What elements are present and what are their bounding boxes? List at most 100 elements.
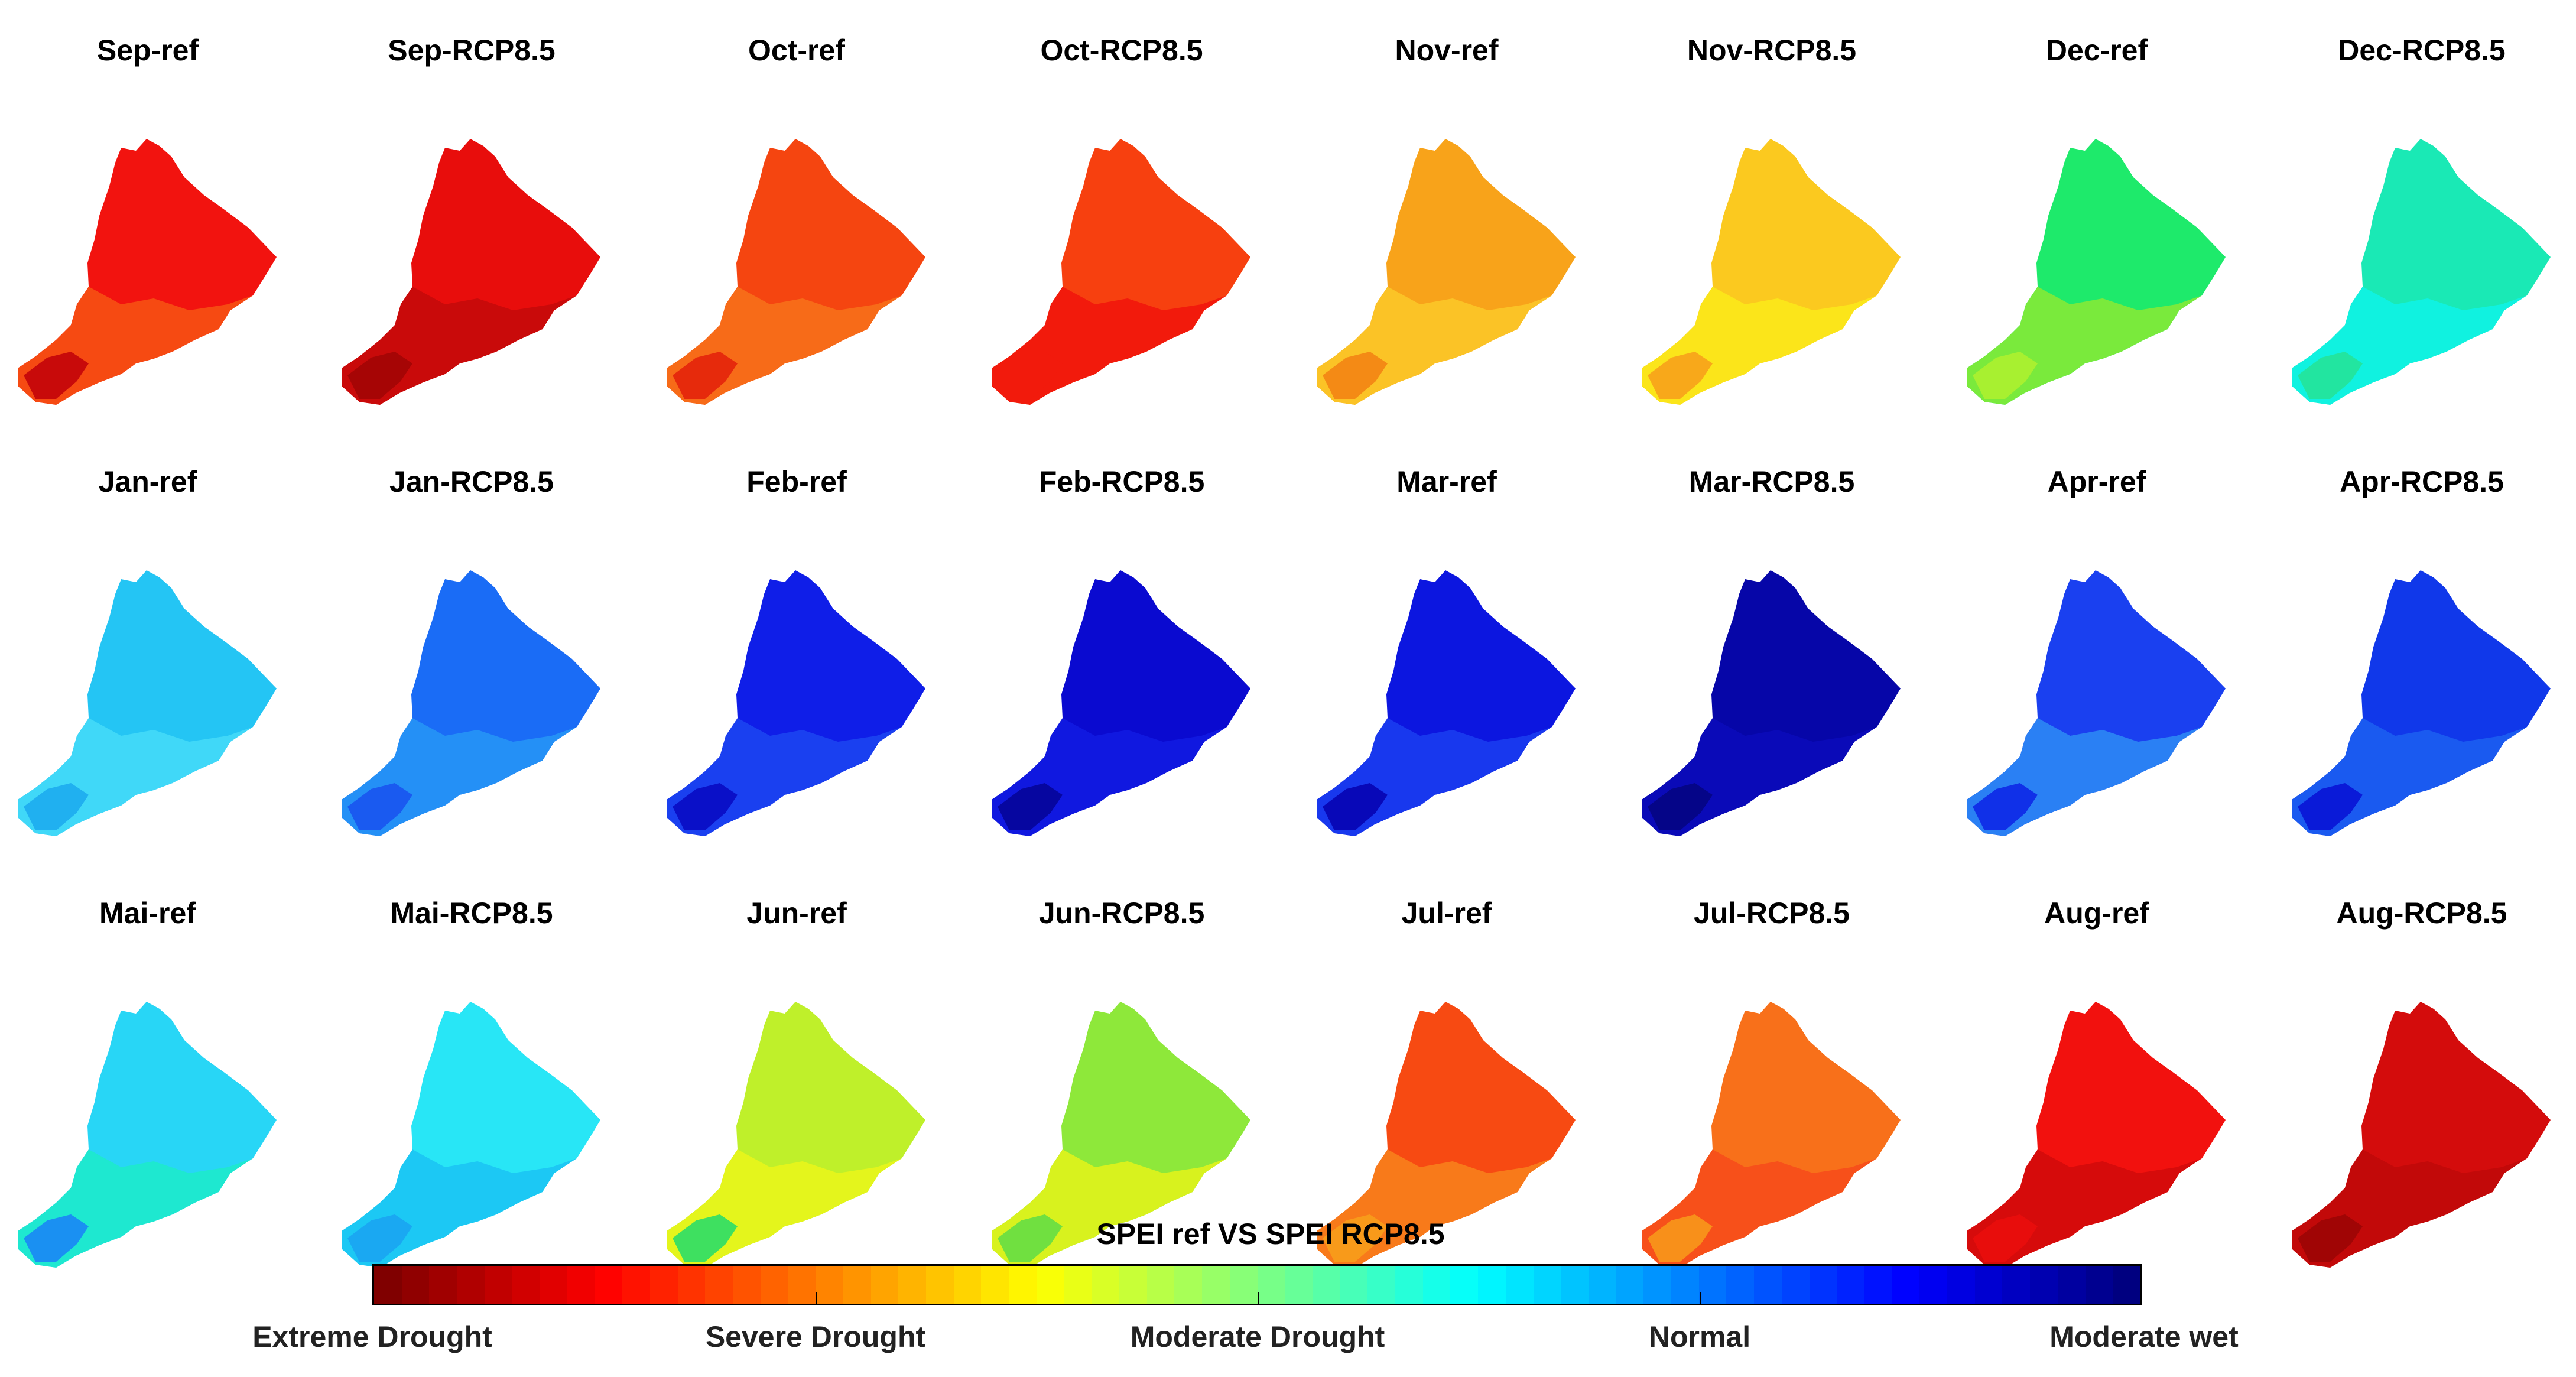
basin-map xyxy=(992,1002,1250,1268)
basin-subregion xyxy=(347,1214,412,1262)
panel-title: Jun-ref xyxy=(746,897,847,930)
panel-title: Mai-RCP8.5 xyxy=(390,897,553,930)
basin-subregion xyxy=(673,352,738,399)
colorbar-label-extreme-drought: Extreme Drought xyxy=(252,1320,492,1353)
colorbar-swatch xyxy=(1174,1266,1203,1304)
basin-map xyxy=(1967,1002,2226,1268)
colorbar-swatch xyxy=(457,1266,485,1304)
map-panel: Sep-ref xyxy=(0,33,295,434)
basin-map xyxy=(667,1002,925,1268)
colorbar-label-moderate-wet: Moderate wet xyxy=(2049,1320,2239,1353)
colorbar-swatch xyxy=(2085,1266,2113,1304)
basin-map xyxy=(2292,570,2551,836)
colorbar-swatch xyxy=(374,1266,402,1304)
colorbar-swatch xyxy=(2057,1266,2086,1304)
panel-title: Sep-ref xyxy=(96,34,199,67)
colorbar-swatch xyxy=(816,1266,843,1304)
colorbar-swatch xyxy=(2002,1266,2031,1304)
basin-subregion xyxy=(24,352,89,399)
colorbar-label-normal: Normal xyxy=(1648,1320,1751,1353)
panel-title: Dec-ref xyxy=(2045,34,2148,67)
panel-title: Oct-ref xyxy=(748,34,845,67)
colorbar-swatch xyxy=(1809,1266,1837,1304)
basin-subregion xyxy=(347,352,412,399)
colorbar-swatch xyxy=(1754,1266,1782,1304)
colorbar-swatch xyxy=(401,1266,430,1304)
map-panel: Aug-ref xyxy=(1949,895,2244,1297)
colorbar-swatch xyxy=(1671,1266,1699,1304)
basin-subregion xyxy=(24,783,89,830)
map-panel: Mai-ref xyxy=(0,895,295,1297)
basin-subregion xyxy=(673,783,738,830)
colorbar-swatch xyxy=(1202,1266,1230,1304)
colorbar-title: SPEI ref VS SPEI RCP8.5 xyxy=(1096,1217,1445,1251)
colorbar-swatch xyxy=(1616,1266,1644,1304)
basin-subregion xyxy=(998,1214,1063,1262)
colorbar xyxy=(372,1264,2142,1305)
colorbar-swatch xyxy=(1781,1266,1810,1304)
colorbar-swatch xyxy=(1064,1266,1092,1304)
basin-map xyxy=(18,570,277,836)
colorbar-swatch xyxy=(1892,1266,1920,1304)
panel-title: Jan-ref xyxy=(98,465,197,498)
map-panel: Oct-ref xyxy=(649,33,944,434)
colorbar-swatch xyxy=(843,1266,871,1304)
map-panel: Mar-RCP8.5 xyxy=(1624,464,1919,866)
colorbar-swatch xyxy=(788,1266,816,1304)
colorbar-swatch xyxy=(898,1266,927,1304)
basin-subregion xyxy=(998,783,1063,830)
basin-subregion xyxy=(1323,352,1388,399)
colorbar-swatch xyxy=(2030,1266,2058,1304)
panel-title: Aug-RCP8.5 xyxy=(2336,897,2507,930)
colorbar-swatch xyxy=(1919,1266,1948,1304)
map-panel: Jul-ref xyxy=(1299,895,1594,1297)
colorbar-swatch xyxy=(1947,1266,1975,1304)
basin-map xyxy=(992,139,1250,405)
panel-title: Apr-RCP8.5 xyxy=(2340,465,2504,498)
basin-map xyxy=(342,570,600,836)
map-panel: Dec-RCP8.5 xyxy=(2274,33,2569,434)
colorbar-swatch xyxy=(1643,1266,1672,1304)
colorbar-swatch xyxy=(1698,1266,1727,1304)
colorbar-label-moderate-drought: Moderate Drought xyxy=(1130,1320,1385,1353)
colorbar-swatch xyxy=(595,1266,623,1304)
basin-subregion xyxy=(1973,783,2038,830)
basin-map xyxy=(667,139,925,405)
basin-map xyxy=(342,139,600,405)
colorbar-swatch xyxy=(540,1266,567,1304)
colorbar-tick xyxy=(1700,1292,1701,1305)
basin-map xyxy=(1317,139,1576,405)
basin-subregion xyxy=(1648,1214,1713,1262)
basin-map xyxy=(18,139,277,405)
basin-subregion xyxy=(2298,1214,2363,1262)
map-panel: Dec-ref xyxy=(1949,33,2244,434)
colorbar-swatch xyxy=(1146,1266,1175,1304)
colorbar-swatch xyxy=(1505,1266,1534,1304)
map-panel: Jun-RCP8.5 xyxy=(974,895,1269,1297)
colorbar-swatch xyxy=(1340,1266,1368,1304)
colorbar-swatch xyxy=(1422,1266,1451,1304)
colorbar-swatch xyxy=(760,1266,788,1304)
basin-map xyxy=(2292,1002,2551,1268)
basin-map xyxy=(2292,139,2551,405)
colorbar-swatch xyxy=(1533,1266,1561,1304)
colorbar-swatch xyxy=(1092,1266,1119,1304)
panel-title: Mai-ref xyxy=(99,897,196,930)
colorbar-swatch xyxy=(1229,1266,1258,1304)
panel-title: Jul-ref xyxy=(1401,897,1492,930)
basin-subregion xyxy=(1323,783,1388,830)
colorbar-swatch xyxy=(1478,1266,1506,1304)
basin-map xyxy=(1642,1002,1901,1268)
colorbar-swatch xyxy=(1726,1266,1755,1304)
basin-subregion xyxy=(1323,1214,1388,1262)
colorbar-swatch xyxy=(1367,1266,1396,1304)
basin-subregion xyxy=(347,783,412,830)
basin-map xyxy=(1967,139,2226,405)
panel-title: Nov-RCP8.5 xyxy=(1687,34,1857,67)
basin-map xyxy=(1642,139,1901,405)
colorbar-swatch xyxy=(870,1266,899,1304)
colorbar-swatch xyxy=(622,1266,651,1304)
panel-title: Mar-RCP8.5 xyxy=(1688,465,1855,498)
colorbar-swatch xyxy=(1009,1266,1037,1304)
colorbar-swatch xyxy=(1864,1266,1892,1304)
